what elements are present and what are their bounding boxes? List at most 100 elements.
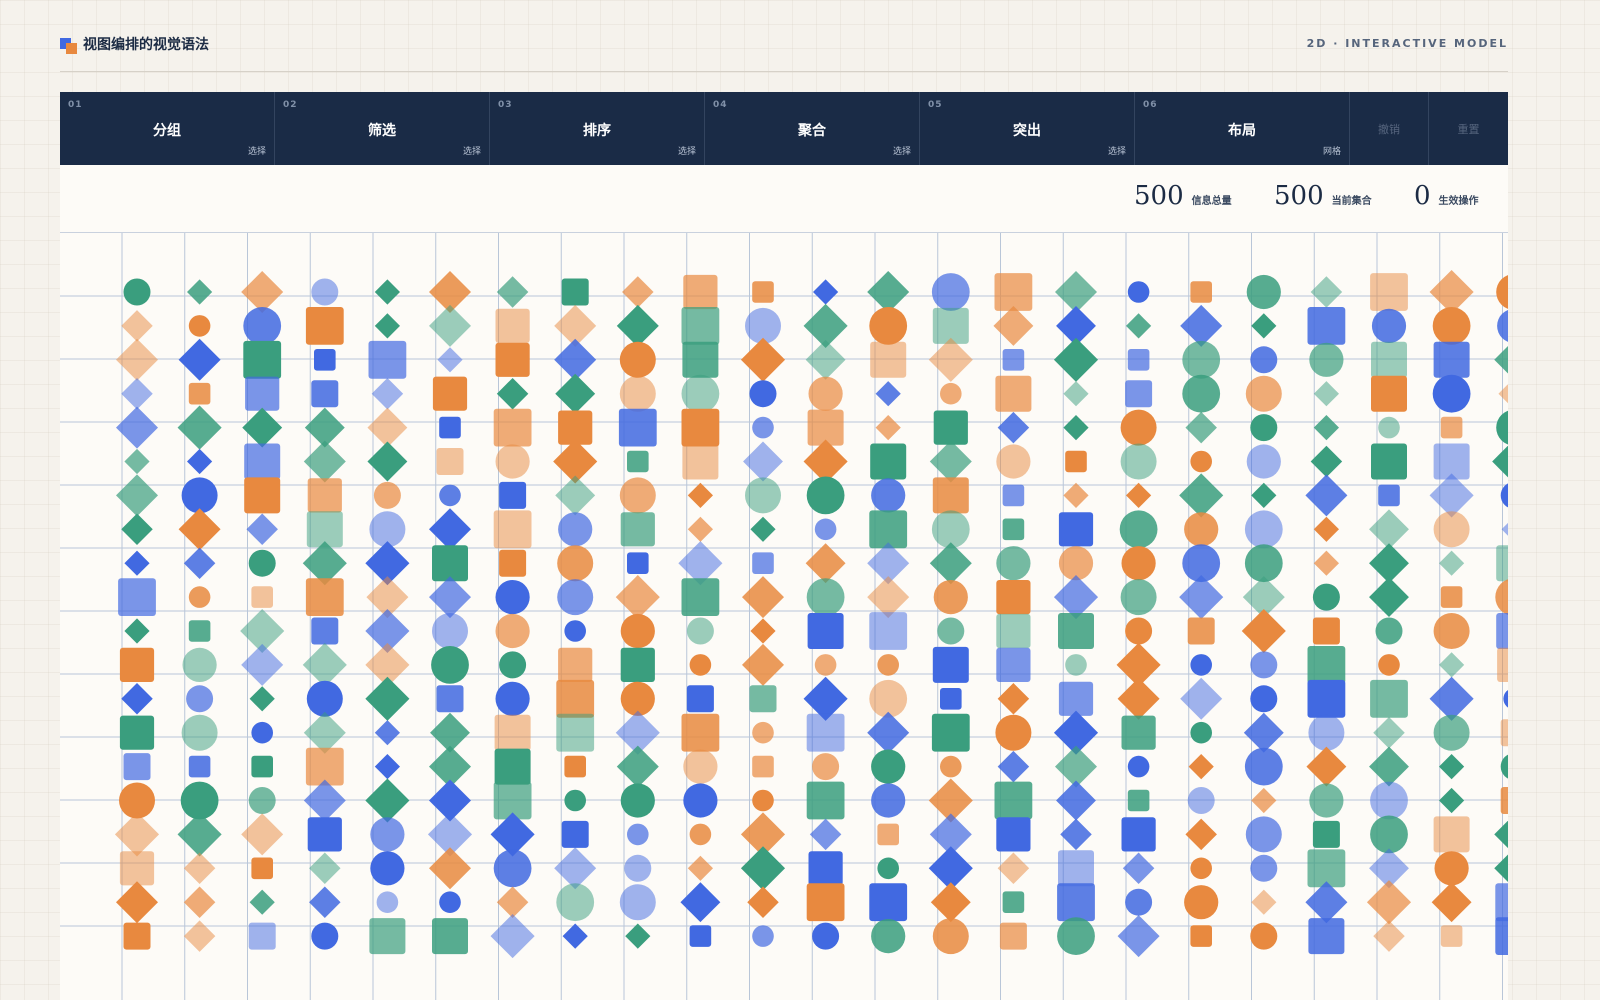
item-circle[interactable] (752, 925, 774, 947)
item-square[interactable] (1121, 715, 1156, 750)
item-square[interactable] (1371, 443, 1407, 480)
item-square[interactable] (248, 922, 276, 950)
item-square[interactable] (752, 755, 774, 778)
item-circle[interactable] (749, 380, 777, 408)
item-diamond[interactable] (867, 711, 910, 754)
item-diamond[interactable] (1053, 710, 1099, 755)
item-circle[interactable] (1375, 617, 1403, 645)
item-square[interactable] (1497, 647, 1508, 682)
item-square[interactable] (307, 817, 342, 852)
item-circle[interactable] (1495, 578, 1508, 616)
item-diamond[interactable] (121, 310, 153, 342)
item-diamond[interactable] (1060, 818, 1092, 851)
item-diamond[interactable] (246, 513, 278, 546)
item-square[interactable] (119, 851, 155, 886)
item-circle[interactable] (812, 753, 840, 781)
item-diamond[interactable] (1063, 415, 1089, 441)
item-square[interactable] (686, 685, 714, 713)
item-diamond[interactable] (743, 441, 783, 482)
item-circle[interactable] (495, 444, 530, 479)
item-circle[interactable] (1120, 409, 1157, 446)
item-circle[interactable] (495, 613, 530, 649)
item-circle[interactable] (932, 918, 969, 955)
item-diamond[interactable] (742, 643, 784, 686)
item-diamond[interactable] (625, 923, 651, 949)
item-square[interactable] (436, 685, 464, 713)
item-circle[interactable] (432, 613, 468, 649)
item-circle[interactable] (1246, 444, 1281, 479)
item-square[interactable] (1378, 484, 1400, 507)
item-square[interactable] (1370, 679, 1408, 718)
item-square[interactable] (561, 820, 589, 848)
item-circle[interactable] (996, 444, 1031, 479)
item-diamond[interactable] (1243, 712, 1284, 753)
item-circle[interactable] (620, 613, 655, 649)
item-circle[interactable] (499, 651, 527, 679)
item-diamond[interactable] (680, 882, 721, 923)
item-square[interactable] (1002, 349, 1025, 371)
item-diamond[interactable] (371, 377, 404, 410)
tool-layout[interactable]: 06 布局 网格 (1135, 92, 1350, 165)
item-square[interactable] (1002, 518, 1025, 541)
item-circle[interactable] (620, 783, 655, 818)
item-circle[interactable] (689, 654, 712, 676)
item-diamond[interactable] (304, 407, 345, 448)
item-diamond[interactable] (929, 440, 972, 483)
item-diamond[interactable] (997, 750, 1030, 783)
item-circle[interactable] (871, 749, 906, 784)
item-circle[interactable] (869, 307, 908, 345)
item-circle[interactable] (620, 681, 655, 716)
item-square[interactable] (1058, 681, 1094, 716)
item-circle[interactable] (931, 273, 970, 311)
item-square[interactable] (1127, 349, 1150, 371)
item-diamond[interactable] (1313, 381, 1339, 407)
item-diamond[interactable] (930, 882, 971, 923)
item-diamond[interactable] (303, 711, 346, 754)
item-square[interactable] (1500, 787, 1508, 814)
item-diamond[interactable] (1310, 276, 1343, 308)
item-diamond[interactable] (367, 441, 408, 482)
item-square[interactable] (932, 307, 969, 344)
item-diamond[interactable] (875, 381, 901, 407)
item-circle[interactable] (619, 375, 656, 412)
item-square[interactable] (627, 552, 649, 574)
item-square[interactable] (188, 620, 211, 642)
item-diamond[interactable] (1313, 516, 1339, 542)
item-diamond[interactable] (303, 440, 346, 483)
item-square[interactable] (245, 376, 280, 411)
item-diamond[interactable] (1056, 305, 1096, 346)
item-diamond[interactable] (1241, 608, 1286, 654)
item-circle[interactable] (1500, 482, 1508, 509)
item-diamond[interactable] (1313, 550, 1339, 576)
item-diamond[interactable] (496, 886, 529, 918)
item-diamond[interactable] (374, 720, 400, 746)
item-diamond[interactable] (1117, 677, 1160, 720)
item-square[interactable] (1307, 849, 1346, 888)
item-circle[interactable] (1503, 688, 1508, 710)
item-circle[interactable] (306, 680, 343, 717)
item-circle[interactable] (1190, 450, 1212, 473)
item-diamond[interactable] (867, 542, 910, 585)
undo-button[interactable]: 撤销 (1350, 92, 1429, 165)
item-circle[interactable] (931, 510, 970, 549)
item-circle[interactable] (1127, 281, 1150, 303)
item-circle[interactable] (1182, 544, 1221, 583)
item-square[interactable] (243, 340, 282, 379)
item-square[interactable] (244, 443, 281, 480)
item-diamond[interactable] (750, 618, 776, 644)
item-circle[interactable] (1125, 888, 1153, 916)
item-diamond[interactable] (366, 576, 409, 619)
item-diamond[interactable] (805, 543, 846, 584)
item-diamond[interactable] (183, 920, 216, 952)
item-diamond[interactable] (803, 676, 848, 721)
item-square[interactable] (306, 511, 343, 548)
item-diamond[interactable] (740, 337, 786, 382)
item-square[interactable] (558, 410, 593, 445)
item-diamond[interactable] (997, 852, 1030, 885)
item-square[interactable] (188, 382, 211, 405)
item-diamond[interactable] (183, 547, 216, 579)
item-diamond[interactable] (249, 889, 275, 915)
item-diamond[interactable] (490, 914, 535, 959)
item-diamond[interactable] (1055, 271, 1097, 313)
item-circle[interactable] (681, 374, 720, 413)
